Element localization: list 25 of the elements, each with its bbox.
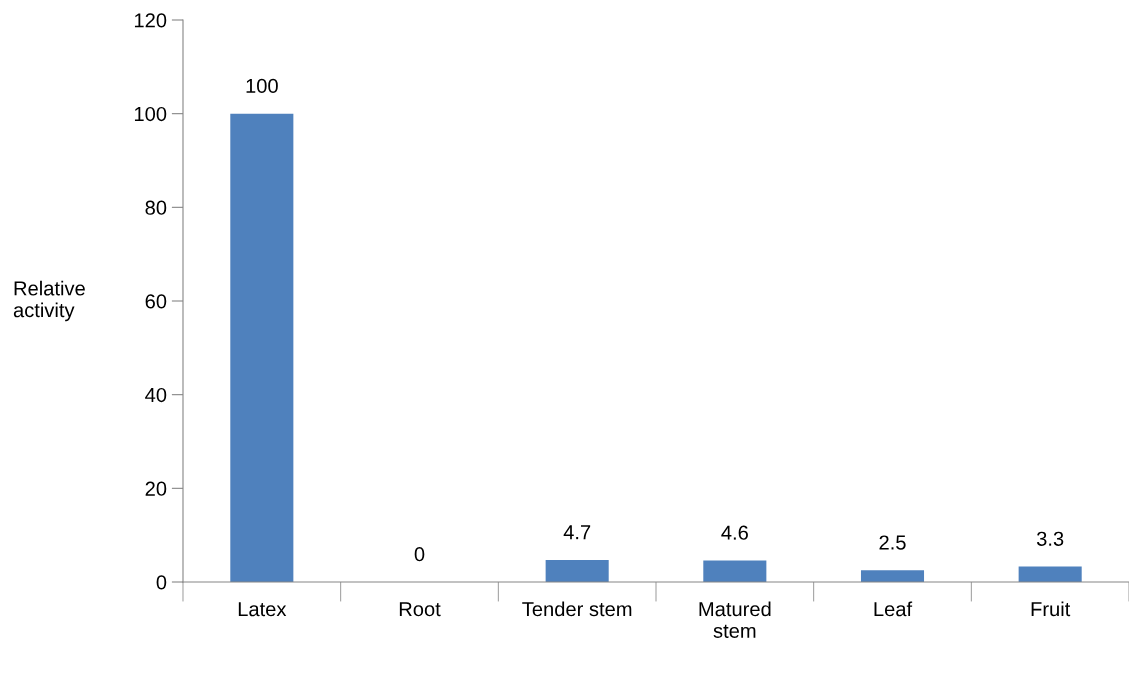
bar	[545, 559, 609, 582]
data-label: 4.7	[563, 525, 591, 540]
data-label: 2.5	[879, 535, 906, 550]
bar	[703, 560, 767, 582]
x-tick-label: Latex	[238, 602, 287, 617]
data-label: 100	[246, 78, 278, 94]
data-label: 0	[414, 547, 425, 562]
bar	[230, 113, 294, 582]
y-tick-label: 120	[134, 13, 167, 28]
y-tick-label: 80	[145, 200, 167, 215]
x-tick-label: Tender stem	[522, 601, 632, 617]
bar	[1018, 566, 1082, 582]
data-label: 4.6	[721, 525, 748, 540]
y-tick-label: 100	[134, 106, 167, 122]
y-tick-label: 20	[145, 481, 167, 496]
x-tick-label: Leaf	[874, 601, 913, 617]
x-tick-label: Matured stem	[699, 601, 771, 638]
bar	[860, 570, 925, 582]
data-label: 3.3	[1036, 531, 1064, 546]
y-axis-title: Relative activity	[13, 280, 85, 322]
x-tick-label: Fruit	[1031, 601, 1071, 617]
x-tick-label: Root	[399, 602, 441, 617]
y-tick-label: 0	[156, 575, 167, 590]
y-tick-label: 40	[145, 387, 167, 403]
y-tick-label: 60	[145, 294, 167, 309]
